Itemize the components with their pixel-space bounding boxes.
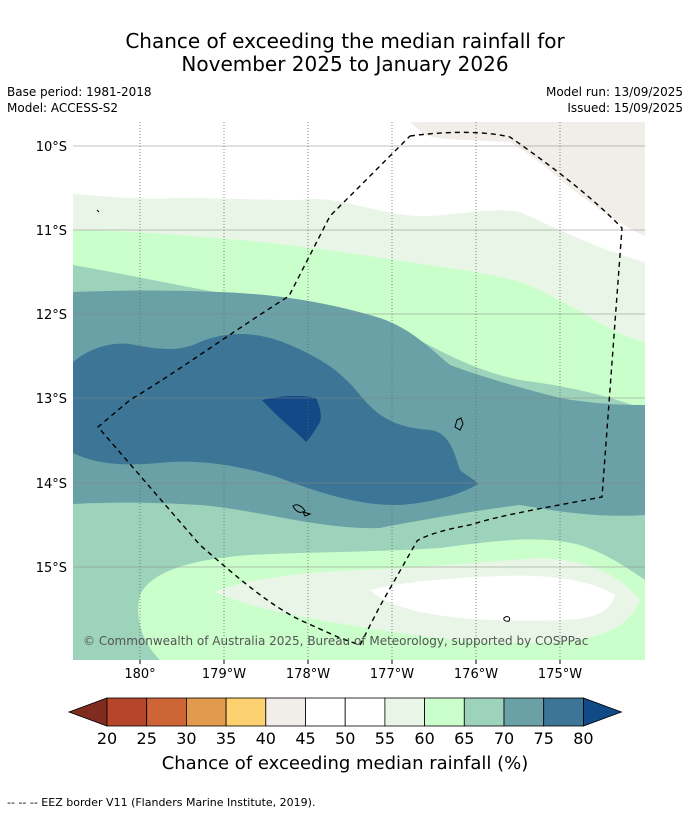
band-75-80 <box>73 334 478 506</box>
colorbar-swatch <box>265 697 306 727</box>
latitude-label: 11°S <box>36 224 67 239</box>
colorbar-tick-label: 30 <box>176 729 196 748</box>
colorbar-swatch <box>463 697 505 727</box>
longitude-label: 177°W <box>370 667 414 682</box>
colorbar-swatch <box>503 697 545 727</box>
islands <box>96 209 510 622</box>
colorbar-swatch <box>384 697 425 727</box>
colorbar-tick-label: 70 <box>494 729 514 748</box>
colorbar-tick-label: 25 <box>137 729 157 748</box>
colorbar-below-arrow <box>67 697 108 727</box>
colorbar-tick-label: 60 <box>414 729 434 748</box>
model-info: Base period: 1981-2018 Model: ACCESS-S2 <box>7 84 152 116</box>
longitude-label: 179°W <box>202 667 246 682</box>
island-north <box>96 209 100 213</box>
issued-date: Issued: 15/09/2025 <box>567 101 683 115</box>
latitude-label: 14°S <box>36 477 67 492</box>
colorbar-swatch <box>344 697 386 727</box>
title-line-1: Chance of exceeding the median rainfall … <box>125 29 565 53</box>
colorbar-label: Chance of exceeding median rainfall (%) <box>161 753 529 774</box>
colorbar-swatch <box>543 697 584 727</box>
colorbar: 20 25 30 35 40 45 50 55 60 65 70 75 80 <box>67 697 623 748</box>
island-central <box>292 504 306 513</box>
colorbar-tick-label: 65 <box>454 729 474 748</box>
latitude-label: 10°S <box>36 140 67 155</box>
run-info: Model run: 13/09/2025 Issued: 15/09/2025 <box>546 84 683 116</box>
title-line-2: November 2025 to January 2026 <box>181 52 509 76</box>
colorbar-swatch <box>225 697 267 727</box>
latitude-label: 13°S <box>36 392 67 407</box>
colorbar-swatch <box>106 697 148 727</box>
band-above-80 <box>262 395 321 442</box>
graticule <box>73 122 645 660</box>
colorbar-tick-label: 50 <box>335 729 355 748</box>
island-east <box>454 417 464 431</box>
colorbar-swatch <box>146 697 187 727</box>
colorbar-tick-label: 55 <box>375 729 395 748</box>
band-45-55-south <box>370 575 615 621</box>
colorbar-above-arrow <box>583 697 623 727</box>
longitude-label: 180° <box>124 667 155 682</box>
eez-border <box>97 131 623 646</box>
latitude-label: 12°S <box>36 308 67 323</box>
longitude-labels: 180° 179°W 178°W 177°W 176°W 175°W <box>124 660 582 682</box>
band-45-55-north <box>73 122 645 262</box>
model-name: Model: ACCESS-S2 <box>7 101 119 115</box>
base-period: Base period: 1981-2018 <box>7 85 152 99</box>
latitude-labels: 10°S 11°S 12°S 13°S 14°S 15°S <box>36 140 67 576</box>
model-run-date: Model run: 13/09/2025 <box>545 85 683 99</box>
colorbar-swatch <box>424 697 465 727</box>
colorbar-tick-label: 35 <box>216 729 236 748</box>
map-title: Chance of exceeding the median rainfall … <box>0 30 690 76</box>
band-60-65-mid <box>73 230 645 410</box>
land-patch-northeast <box>410 122 645 236</box>
colorbar-tick-label: 45 <box>295 729 315 748</box>
colorbar-tick-label: 20 <box>97 729 117 748</box>
island-south <box>503 616 510 622</box>
colorbar-tick-label: 75 <box>534 729 554 748</box>
island-central-2 <box>302 511 312 517</box>
longitude-label: 175°W <box>538 667 582 682</box>
band-65-70-southwest <box>73 580 120 660</box>
colorbar-swatch <box>305 697 346 727</box>
colorbar-swatch <box>185 697 227 727</box>
longitude-label: 176°W <box>454 667 498 682</box>
probability-field <box>73 122 645 660</box>
latitude-label: 15°S <box>36 561 67 576</box>
eez-footnote: -- -- -- EEZ border V11 (Flanders Marine… <box>7 796 316 809</box>
colorbar-tick-label: 40 <box>256 729 276 748</box>
colorbar-tick-label: 80 <box>573 729 593 748</box>
longitude-label: 178°W <box>286 667 330 682</box>
copyright-notice: © Commonwealth of Australia 2025, Bureau… <box>83 634 588 648</box>
